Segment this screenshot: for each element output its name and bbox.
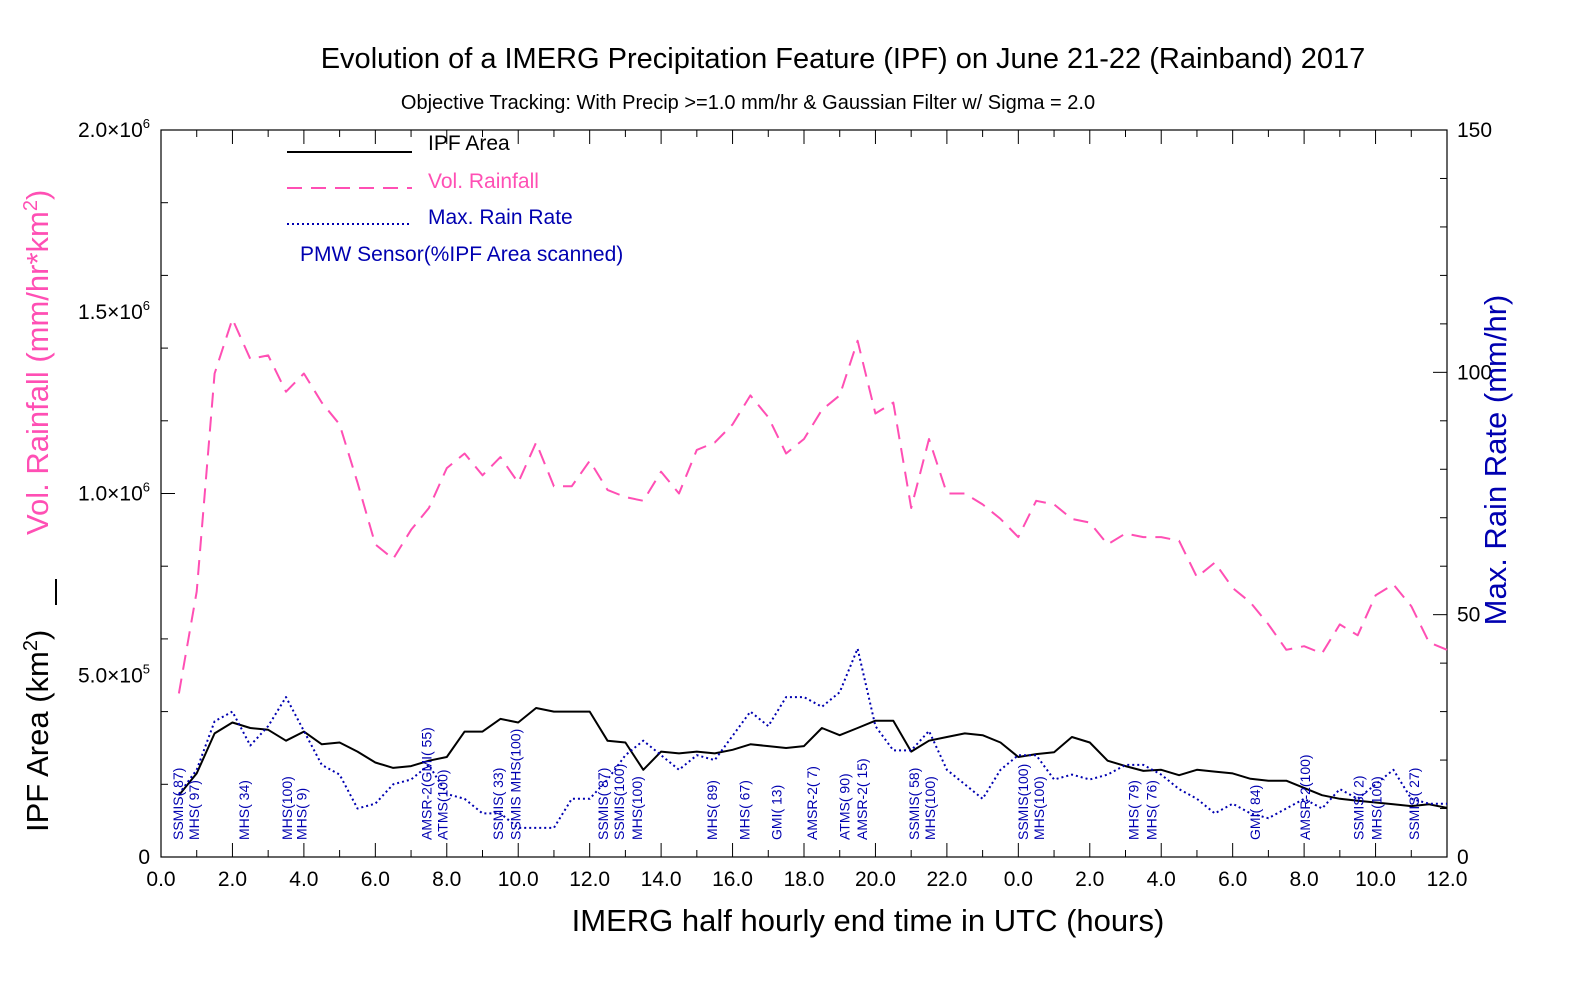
axis-ticks <box>160 129 1448 858</box>
x-tick-label: 2.0 <box>1075 868 1104 891</box>
legend-label-rate: Max. Rain Rate <box>428 206 573 229</box>
x-tick-label: 14.0 <box>641 868 682 891</box>
x-tick-label: 10.0 <box>1355 868 1396 891</box>
sensor-label: AMSR-2(GMI( 55) <box>418 727 434 840</box>
y-left-label-area-text: IPF Area (km <box>20 651 55 832</box>
legend-label-area: IPF Area <box>428 132 510 155</box>
sensor-labels: SSMIS( 87) MHS( 97) MHS( 34) MHS(100)MHS( 9… <box>170 727 1422 840</box>
y-left-label-rainfall-sup: 2 <box>20 200 42 211</box>
sensor-label: AMSR-2( 15) <box>854 758 870 840</box>
y-left-label-rainfall-text: Vol. Rainfall (mm/hr*km <box>20 211 55 535</box>
sensor-label: SSMIS( 33) <box>490 768 506 840</box>
y-left-tick-mantissa: 5.0×10 <box>78 664 143 687</box>
x-tick-label: 6.0 <box>1218 868 1247 891</box>
sensor-label: SSMIS( 2) <box>1351 775 1367 840</box>
sensor-label: MHS(100) <box>922 776 938 840</box>
sensor-label: AMSR-2(100) <box>1297 754 1313 840</box>
y-left-label-rainfall-close: ) <box>20 190 55 200</box>
x-tick-label: 16.0 <box>712 868 753 891</box>
sensor-label: MHS( 97) <box>186 780 202 840</box>
x-tick-label: 8.0 <box>1290 868 1319 891</box>
y-left-tick-mantissa: 1.5×10 <box>78 301 143 324</box>
series-layer <box>177 318 1448 829</box>
legend: IPF Area Vol. Rainfall Max. Rain Rate PM… <box>287 132 623 266</box>
sensor-label: MHS( 67) <box>736 780 752 840</box>
sensor-label: MHS( 89) <box>704 780 720 840</box>
x-tick-label: 10.0 <box>498 868 539 891</box>
y-right-tick-labels: 0 50 100 150 <box>1457 119 1492 869</box>
chart-subtitle: Objective Tracking: With Precip >=1.0 mm… <box>401 92 1095 114</box>
y-left-label-area: IPF Area (km2) <box>20 630 55 832</box>
plot-frame <box>160 129 1448 858</box>
x-tick-label: 2.0 <box>218 868 247 891</box>
sensor-label: SSMIS(100) <box>1015 764 1031 840</box>
x-tick-label: 8.0 <box>432 868 461 891</box>
chart-title: Evolution of a IMERG Precipitation Featu… <box>321 43 1366 75</box>
y-left-label-rainfall: Vol. Rainfall (mm/hr*km2) <box>20 190 55 535</box>
x-tick-label: 4.0 <box>289 868 318 891</box>
legend-label-rainfall: Vol. Rainfall <box>428 170 539 193</box>
y-right-tick-label: 100 <box>1457 361 1492 384</box>
sensor-label: MHS( 79) <box>1126 780 1142 840</box>
sensor-label: SSMIS( 27) <box>1406 768 1422 840</box>
sensor-label: ATMS( 90) <box>836 773 852 840</box>
y-left-tick-exponent: 6 <box>143 480 150 495</box>
sensor-label: GMI( 84) <box>1247 785 1263 840</box>
x-tick-label: 12.0 <box>569 868 610 891</box>
y-left-tick-label: 2.0×106 <box>78 116 150 142</box>
y-right-tick-label: 150 <box>1457 119 1492 142</box>
sensor-label: MHS( 9) <box>293 788 309 840</box>
x-tick-label: 0.0 <box>146 868 175 891</box>
series-line-max-rain-rate <box>178 647 1447 829</box>
sensor-label: MHS(100) <box>1369 776 1385 840</box>
sensor-label: SSMIS(100) <box>611 764 627 840</box>
y-left-tick-exponent: 5 <box>143 661 150 676</box>
sensor-label: MHS(100) <box>1031 776 1047 840</box>
sensor-label: MHS( 76) <box>1144 780 1160 840</box>
x-tick-labels: 0.0 2.0 4.0 6.0 8.0 10.0 12.0 14.0 16.0 18.0 20.0 2… <box>146 868 1467 891</box>
sensor-label: AMSR-2( 7) <box>804 766 820 840</box>
y-left-tick-label: 1.0×106 <box>78 480 150 506</box>
y-left-label-area-sup: 2 <box>20 640 42 651</box>
x-tick-label: 4.0 <box>1147 868 1176 891</box>
y-left-tick-mantissa: 1.0×10 <box>78 483 143 506</box>
y-left-tick-label: 0 <box>138 846 150 869</box>
y-left-tick-exponent: 6 <box>143 298 150 313</box>
y-right-label: Max. Rain Rate (mm/hr) <box>1478 295 1513 626</box>
x-tick-label: 20.0 <box>855 868 896 891</box>
y-right-tick-label: 50 <box>1457 604 1480 627</box>
y-left-tick-exponent: 6 <box>143 116 150 131</box>
sensor-label: SSMIS( 58) <box>906 768 922 840</box>
y-left-tick-mantissa: 0 <box>138 846 150 869</box>
sensor-label: SSMIS MHS(100) <box>508 729 524 840</box>
y-left-label-area-close: ) <box>20 630 55 640</box>
y-left-tick-label: 5.0×105 <box>78 661 150 687</box>
sensor-label: MHS( 34) <box>236 780 252 840</box>
sensor-label: MHS(100) <box>629 776 645 840</box>
x-tick-label: 12.0 <box>1427 868 1468 891</box>
sensor-label: GMI( 13) <box>768 785 784 840</box>
sensor-label: SSMIS( 87) <box>170 768 186 840</box>
sensor-label: SSMIS( 87) <box>595 768 611 840</box>
x-axis-label: IMERG half hourly end time in UTC (hours… <box>572 903 1165 938</box>
x-tick-label: 0.0 <box>1004 868 1033 891</box>
y-right-tick-label: 0 <box>1457 846 1469 869</box>
sensor-label: MHS(100) <box>279 776 295 840</box>
x-tick-label: 22.0 <box>926 868 967 891</box>
legend-sensor-note: PMW Sensor(%IPF Area scanned) <box>300 243 623 266</box>
x-tick-label: 18.0 <box>784 868 825 891</box>
sensor-label: ATMS(100) <box>434 769 450 840</box>
y-left-tick-mantissa: 2.0×10 <box>78 119 143 142</box>
y-left-tick-label: 1.5×106 <box>78 298 150 324</box>
x-tick-label: 6.0 <box>361 868 390 891</box>
series-line-vol-rainfall <box>177 318 1448 694</box>
series-line-ipf-area <box>178 707 1448 809</box>
